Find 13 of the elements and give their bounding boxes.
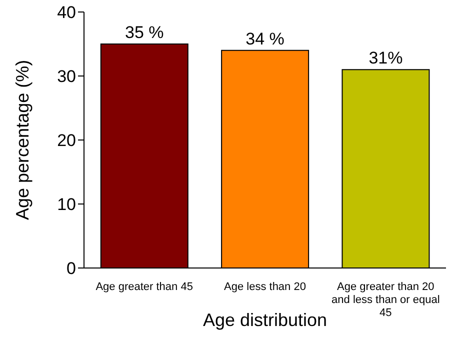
y-tick-label: 30 <box>57 67 76 86</box>
y-axis-title: Age percentage (%) <box>12 60 32 220</box>
y-tick-label: 40 <box>57 3 76 22</box>
data-label: 35 % <box>125 23 164 42</box>
x-tick-label: Age greater than 45 <box>96 281 193 293</box>
data-label: 34 % <box>246 29 284 48</box>
y-tick-label: 20 <box>57 131 76 150</box>
x-tick-label: Age less than 20 <box>224 281 306 293</box>
y-tick-label: 0 <box>66 259 76 278</box>
x-tick-label: Age greater than 20 and less than or equal 45 <box>332 281 440 319</box>
x-axis-title: Age distribution <box>202 310 328 330</box>
data-label: 31% <box>368 48 403 68</box>
y-tick-label: 10 <box>57 195 76 214</box>
